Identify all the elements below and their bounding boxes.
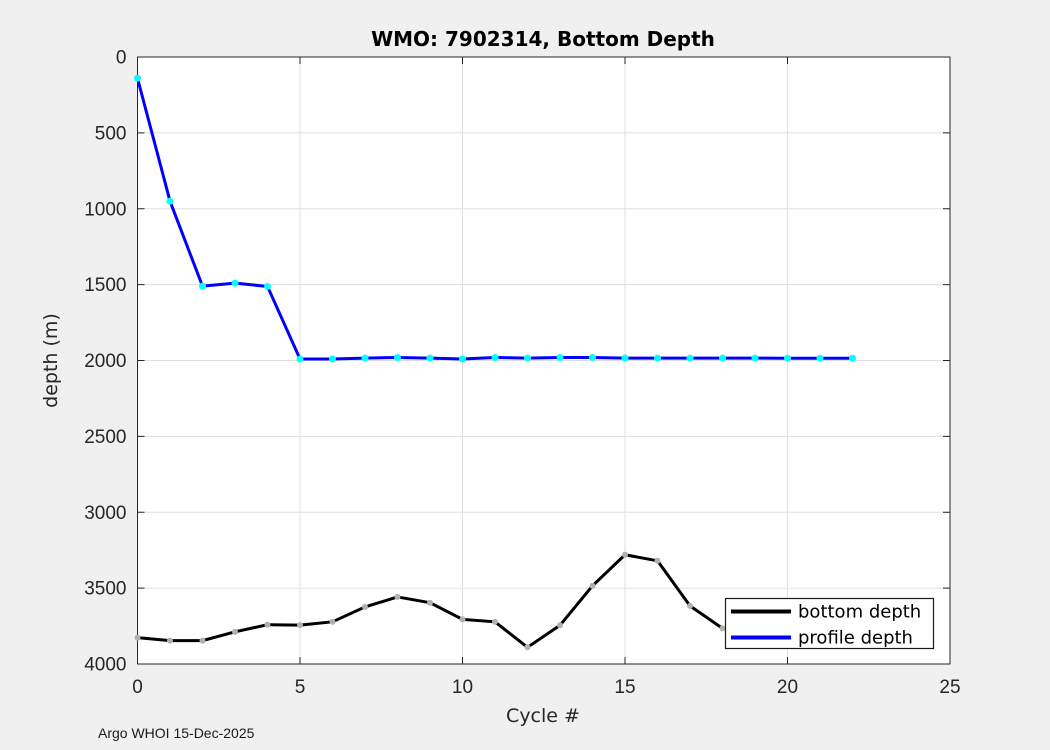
data-point-marker-profile-depth [686, 354, 694, 362]
data-point-marker-bottom-depth [329, 618, 336, 625]
data-point-marker-profile-depth [264, 282, 271, 290]
data-point-marker-profile-depth [394, 353, 401, 361]
x-tick-label: 25 [939, 677, 960, 698]
data-point-marker-profile-depth [719, 354, 726, 362]
data-point-marker-profile-depth [589, 353, 596, 361]
data-point-marker-bottom-depth [427, 599, 433, 606]
chart-title: WMO: 7902314, Bottom Depth [371, 27, 715, 51]
data-point-marker-profile-depth [621, 354, 629, 362]
y-tick-label: 2000 [84, 351, 126, 372]
y-tick-label: 2500 [84, 427, 126, 448]
x-tick-label: 20 [777, 677, 798, 698]
plot-area: 0 5 10 15 20 25 0 500 1000 1500 2000 2500 3000 3500 40… [84, 48, 960, 699]
data-point-marker-bottom-depth [264, 621, 271, 628]
data-point-marker-profile-depth [166, 197, 174, 205]
y-tick-label: 1500 [84, 275, 126, 296]
data-point-marker-profile-depth [329, 355, 336, 363]
x-tick-label: 0 [132, 677, 143, 698]
data-point-marker-bottom-depth [134, 634, 141, 641]
data-point-marker-profile-depth [459, 355, 466, 363]
y-tick-label: 1000 [84, 199, 126, 220]
data-point-marker-profile-depth [524, 354, 531, 362]
legend-label-profile-depth: profile depth [798, 628, 913, 649]
y-tick-label: 3000 [84, 503, 126, 524]
y-axis-label: depth (m) [40, 313, 62, 408]
y-tick-label: 500 [95, 123, 127, 144]
data-point-marker-profile-depth [556, 353, 564, 361]
data-point-marker-bottom-depth [557, 622, 563, 629]
data-point-marker-profile-depth [361, 354, 369, 362]
data-point-marker-bottom-depth [459, 616, 466, 623]
data-point-marker-profile-depth [231, 279, 239, 287]
data-point-marker-bottom-depth [297, 622, 303, 629]
data-point-marker-bottom-depth [589, 582, 596, 589]
data-point-marker-bottom-depth [524, 644, 531, 651]
footer-annotation: Argo WHOI 15-Dec-2025 [98, 725, 255, 741]
data-point-marker-profile-depth [134, 74, 141, 82]
data-point-marker-profile-depth [296, 355, 304, 363]
data-point-marker-bottom-depth [719, 625, 726, 632]
data-point-marker-bottom-depth [167, 637, 173, 644]
x-tick-label: 15 [614, 677, 635, 698]
data-point-marker-bottom-depth [362, 603, 368, 610]
legend: bottom depth profile depth [724, 597, 935, 650]
data-point-marker-profile-depth [426, 354, 434, 362]
data-point-marker-bottom-depth [687, 602, 693, 609]
x-tick-label: 5 [295, 677, 306, 698]
data-point-marker-profile-depth [199, 282, 206, 290]
data-point-marker-profile-depth [849, 354, 856, 362]
data-point-marker-profile-depth [751, 354, 759, 362]
data-point-marker-bottom-depth [654, 557, 661, 564]
data-point-marker-bottom-depth [492, 618, 498, 625]
data-point-marker-bottom-depth [622, 551, 628, 558]
data-point-marker-profile-depth [784, 354, 791, 362]
data-point-marker-bottom-depth [394, 593, 401, 600]
data-point-marker-profile-depth [491, 353, 499, 361]
data-point-marker-bottom-depth [232, 628, 238, 635]
legend-label-bottom-depth: bottom depth [798, 602, 921, 623]
x-tick-label: 10 [452, 677, 473, 698]
y-tick-label: 0 [116, 48, 127, 69]
x-axis-label: Cycle # [506, 705, 580, 727]
data-point-marker-profile-depth [816, 354, 824, 362]
data-point-marker-profile-depth [654, 354, 661, 362]
y-tick-label: 3500 [84, 579, 126, 600]
data-point-marker-bottom-depth [199, 637, 206, 644]
y-tick-label: 4000 [84, 655, 126, 676]
legend-box [724, 597, 935, 650]
